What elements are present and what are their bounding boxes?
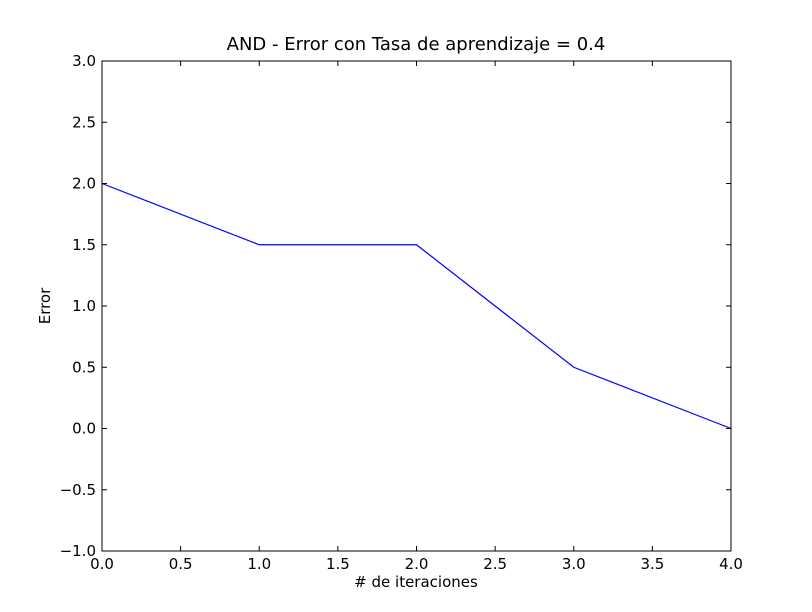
y-axis-ticks: −1.0 −0.5 0.0 0.5 1.0 1.5 2.0 2.5 3.0	[60, 52, 731, 560]
x-tick-label: 0.0	[90, 555, 114, 573]
x-tick-label: 2.0	[405, 555, 429, 573]
x-tick-label: 4.0	[719, 555, 743, 573]
y-tick-label: 2.0	[72, 175, 96, 193]
x-tick-label: 2.5	[483, 555, 507, 573]
plot-area	[101, 182, 732, 430]
chart-title: AND - Error con Tasa de aprendizaje = 0.…	[227, 34, 606, 55]
x-tick-label: 1.0	[247, 555, 271, 573]
x-tick-label: 3.0	[562, 555, 586, 573]
y-tick-label: 0.5	[72, 358, 96, 376]
x-axis-ticks: 0.0 0.5 1.0 1.5 2.0 2.5 3.0 3.5 4.0	[90, 61, 743, 573]
y-tick-label: 1.0	[72, 297, 96, 315]
y-tick-label: 0.0	[72, 420, 96, 438]
x-tick-label: 3.5	[640, 555, 664, 573]
axes-frame	[101, 60, 732, 552]
x-axis-label: # de iteraciones	[354, 573, 478, 591]
series-line	[101, 182, 732, 430]
y-tick-label: −0.5	[60, 481, 96, 499]
x-tick-label: 1.5	[326, 555, 350, 573]
y-tick-label: −1.0	[60, 542, 96, 560]
y-tick-label: 2.5	[72, 113, 96, 131]
x-tick-label: 0.5	[169, 555, 193, 573]
y-axis-label: Error	[36, 287, 54, 324]
y-tick-label: 3.0	[72, 52, 96, 70]
y-tick-label: 1.5	[72, 236, 96, 254]
